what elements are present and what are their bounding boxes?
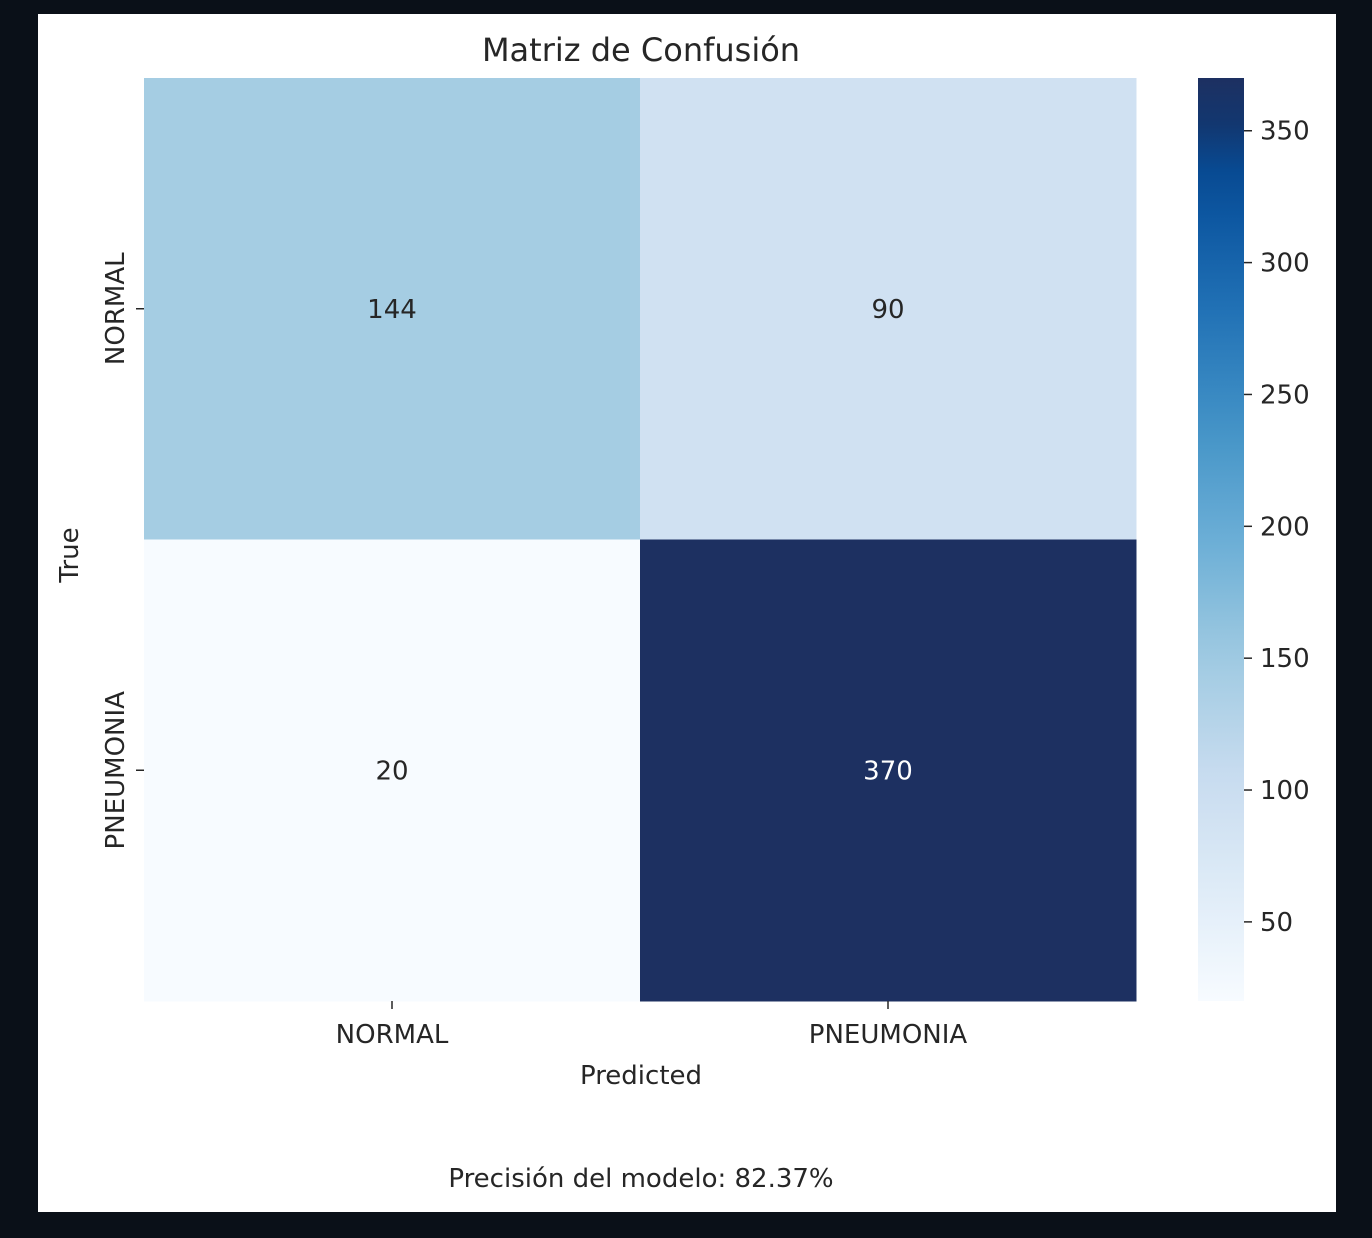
- colorbar-tick-label: 50: [1260, 908, 1293, 938]
- heatmap-cell-0-1: [640, 78, 1137, 540]
- colorbar-tick-label: 150: [1260, 644, 1310, 674]
- cell-annotation-0-1: 90: [871, 295, 904, 325]
- y-axis-label: True: [55, 527, 85, 583]
- heatmap-cell-0-0: [144, 78, 641, 540]
- model-accuracy-text: Precisión del modelo: 82.37%: [448, 1164, 833, 1194]
- confusion-matrix-chart: Matriz de Confusión 144 90 20 370 NORMAL PNE…: [55, 31, 1310, 1194]
- chart-title: Matriz de Confusión: [482, 31, 800, 69]
- colorbar-tick-label: 100: [1260, 776, 1310, 806]
- figure: Matriz de Confusión 144 90 20 370 NORMAL PNE…: [38, 14, 1336, 1212]
- y-tick-label: NORMAL: [101, 252, 131, 365]
- colorbar-tick-label: 350: [1260, 117, 1310, 147]
- colorbar-ticks: 50 100 150 200 250 300 350: [1244, 117, 1310, 938]
- cell-annotation-1-0: 20: [375, 756, 408, 786]
- colorbar-tick-label: 200: [1260, 512, 1310, 542]
- colorbar-tick-label: 250: [1260, 380, 1310, 410]
- cell-annotation-0-0: 144: [367, 295, 417, 325]
- heatmap-cells: [144, 78, 1137, 1002]
- x-axis: NORMAL PNEUMONIA: [336, 1001, 968, 1050]
- x-axis-label: Predicted: [580, 1061, 702, 1091]
- x-tick-label: NORMAL: [336, 1020, 449, 1050]
- cell-annotations: 144 90 20 370: [367, 295, 913, 787]
- y-tick-label: PNEUMONIA: [101, 691, 131, 850]
- colorbar-tick-label: 300: [1260, 249, 1310, 279]
- heatmap-cell-1-0: [144, 539, 641, 1002]
- y-axis: NORMAL PNEUMONIA: [101, 252, 144, 850]
- heatmap-cell-1-1: [640, 539, 1137, 1002]
- cell-annotation-1-1: 370: [863, 756, 913, 786]
- colorbar: [1198, 78, 1244, 1001]
- x-tick-label: PNEUMONIA: [809, 1020, 968, 1050]
